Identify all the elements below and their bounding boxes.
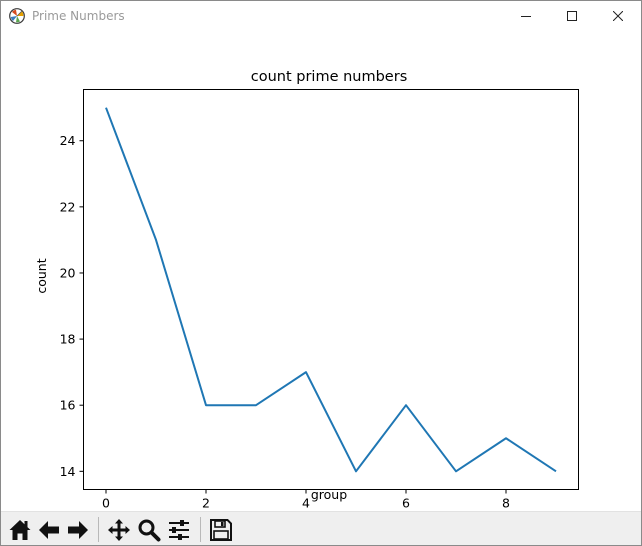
toolbar-separator bbox=[98, 517, 99, 542]
close-button[interactable] bbox=[595, 1, 641, 32]
line-chart: count prime numbers group count 0 2 4 6 8141… bbox=[34, 69, 579, 511]
x-tick-label: 8 bbox=[502, 496, 510, 511]
y-tick-label: 20 bbox=[60, 265, 76, 280]
navigation-toolbar bbox=[1, 511, 641, 545]
zoom-icon bbox=[138, 519, 161, 542]
y-tick-label: 24 bbox=[60, 133, 76, 148]
configure-subplots-button[interactable] bbox=[165, 516, 192, 543]
y-axis-label: count bbox=[34, 258, 49, 293]
x-axis-label: group bbox=[311, 487, 347, 502]
close-icon bbox=[613, 11, 623, 21]
save-button[interactable] bbox=[207, 516, 234, 543]
y-tick-label: 16 bbox=[60, 398, 76, 413]
home-button[interactable] bbox=[6, 516, 33, 543]
configure-subplots-icon bbox=[169, 520, 189, 540]
window-title: Prime Numbers bbox=[32, 9, 125, 23]
minimize-icon bbox=[521, 16, 531, 17]
pan-button[interactable] bbox=[105, 516, 132, 543]
save-icon bbox=[210, 519, 232, 541]
back-arrow-icon bbox=[39, 521, 59, 539]
title-bar[interactable]: Prime Numbers bbox=[1, 1, 641, 32]
y-tick-label: 14 bbox=[60, 464, 76, 479]
chart-title: count prime numbers bbox=[251, 69, 408, 85]
data-series-line bbox=[105, 107, 557, 473]
toolbar-separator bbox=[200, 517, 201, 542]
x-tick-label: 6 bbox=[402, 496, 410, 511]
axes-frame bbox=[83, 89, 579, 490]
y-tick-label: 22 bbox=[60, 199, 76, 214]
minimize-button[interactable] bbox=[503, 1, 549, 32]
home-icon bbox=[9, 520, 31, 540]
x-tick-label: 0 bbox=[102, 496, 110, 511]
zoom-button[interactable] bbox=[135, 516, 162, 543]
x-tick-label: 2 bbox=[202, 496, 210, 511]
maximize-icon bbox=[567, 11, 577, 21]
pan-icon bbox=[108, 519, 130, 541]
matplotlib-logo-icon bbox=[9, 8, 25, 24]
y-tick-label: 18 bbox=[60, 332, 76, 347]
back-button[interactable] bbox=[35, 516, 62, 543]
forward-arrow-icon bbox=[68, 521, 88, 539]
maximize-button[interactable] bbox=[549, 1, 595, 32]
x-tick-label: 4 bbox=[302, 496, 310, 511]
forward-button[interactable] bbox=[64, 516, 91, 543]
plot-canvas[interactable]: count prime numbers group count 0 2 4 6 8 14 1… bbox=[1, 32, 641, 511]
